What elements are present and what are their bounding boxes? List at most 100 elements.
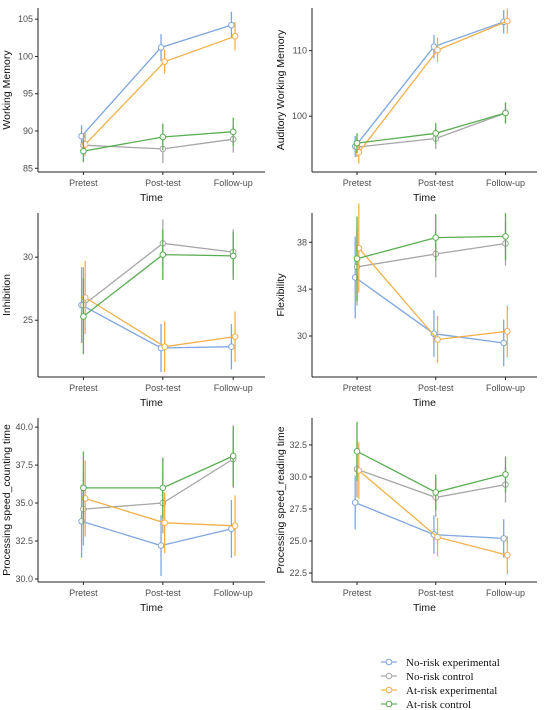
y-tick-label: 38 (297, 237, 307, 247)
data-point (500, 339, 508, 347)
x-tick-label: Post-test (145, 588, 181, 598)
x-tick-label: Follow-up (214, 178, 253, 188)
series-no-risk-experimental (78, 11, 235, 148)
x-axis-title: Time (413, 192, 436, 204)
data-point (502, 233, 509, 240)
series-at-risk-experimental (81, 460, 239, 557)
series-at-risk-experimental (81, 22, 239, 156)
y-axis-title: Processing speed_reading time (275, 426, 287, 573)
y-tick-label: 100 (18, 51, 33, 61)
data-point (231, 522, 239, 530)
y-axis-title: Flexibility (275, 273, 287, 317)
data-point (434, 46, 441, 54)
data-point (228, 21, 235, 29)
data-point (502, 109, 509, 117)
y-tick-label: 22.5 (289, 568, 307, 578)
series-no-risk-control (80, 125, 237, 164)
x-tick-label: Follow-up (214, 383, 253, 393)
series-line (354, 501, 504, 540)
y-tick-label: 34 (297, 284, 307, 294)
panel-inhibition: 25 30 Pretest Post-test Follow-up Time Inhibit… (1, 213, 265, 409)
y-tick-label: 110 (293, 46, 307, 56)
series-line (83, 253, 234, 317)
series-line (356, 242, 506, 268)
series-no-risk-experimental (351, 236, 508, 367)
data-point (434, 336, 441, 343)
legend-entry-at-risk-experimental: At-risk experimental (381, 685, 497, 697)
data-point (504, 551, 511, 559)
data-point (161, 519, 168, 527)
series-at-risk-experimental (81, 260, 239, 372)
data-point (159, 133, 167, 141)
data-point (430, 330, 438, 337)
x-tick-label: Pretest (343, 588, 372, 598)
series-at-risk-control (353, 213, 509, 301)
series-at-risk-control (80, 425, 237, 525)
data-point (231, 33, 239, 40)
y-tick-label: 30 (23, 252, 33, 262)
series-line (84, 35, 236, 145)
legend-key-marker (385, 686, 393, 694)
panel-processing-speed-counting-time: 30.0 32.5 35.0 37.5 40.0 Pretest Post-test Foll… (1, 418, 265, 614)
data-point (157, 44, 165, 51)
legend-entry-at-risk-control: At-risk control (381, 699, 471, 710)
data-point (159, 484, 167, 492)
series-at-risk-experimental (355, 8, 511, 164)
legend-key-marker (385, 700, 393, 708)
data-point (80, 147, 87, 155)
y-tick-label: 32.5 (289, 440, 307, 450)
panel-working-memory: 85 90 95 100 105 Pretest Post-test Follow-up Tim… (1, 8, 265, 204)
data-point (353, 139, 361, 147)
x-axis-title: Time (413, 397, 436, 409)
x-tick-label: Post-test (145, 383, 181, 393)
series-line (356, 468, 506, 499)
y-tick-label: 25.0 (289, 536, 307, 546)
series-at-risk-control (80, 117, 237, 163)
series-line (356, 450, 506, 493)
data-point (353, 255, 361, 262)
x-axis-title: Time (140, 602, 163, 614)
data-point (161, 58, 168, 65)
series-at-risk-control (353, 421, 509, 511)
y-axis-title: Processing speed_counting time (1, 424, 13, 576)
x-axis-title: Time (140, 192, 163, 204)
series-no-risk-control (353, 102, 509, 157)
data-point (159, 251, 167, 258)
data-point (351, 499, 359, 506)
series-line (358, 247, 508, 341)
y-axis-title: Inhibition (1, 274, 13, 316)
x-axis-title: Time (140, 397, 163, 409)
legend-key-marker (385, 658, 393, 666)
x-tick-label: Post-test (418, 383, 454, 393)
y-tick-label: 25 (23, 315, 33, 325)
panel-flexibility: 30 34 38 Pretest Post-test Follow-up Time Flexi… (275, 203, 537, 409)
y-tick-label: 30.0 (15, 574, 33, 584)
series-at-risk-control (353, 102, 509, 153)
data-point (434, 533, 441, 541)
y-tick-label: 90 (23, 126, 33, 136)
series-line (81, 24, 232, 137)
data-point (502, 471, 509, 478)
series-no-risk-experimental (78, 267, 235, 372)
series-no-risk-control (353, 441, 509, 517)
data-point (432, 489, 440, 496)
series-line (83, 242, 234, 306)
series-line (356, 112, 506, 148)
panel-processing-speed-reading-time: 22.5 25.0 27.5 30.0 32.5 Pretest Post-test Foll… (275, 418, 537, 614)
data-point (504, 17, 511, 25)
x-tick-label: Pretest (343, 383, 372, 393)
x-tick-label: Post-test (418, 178, 454, 188)
x-tick-label: Follow-up (486, 178, 525, 188)
series-no-risk-experimental (78, 484, 235, 576)
y-tick-label: 37.5 (15, 460, 33, 470)
data-point (229, 252, 237, 260)
y-tick-label: 32.5 (15, 536, 33, 546)
series-line (84, 296, 236, 348)
series-at-risk-control (80, 229, 237, 355)
x-axis-title: Time (413, 602, 436, 614)
y-tick-label: 85 (23, 163, 33, 173)
series-no-risk-experimental (351, 475, 508, 558)
x-tick-label: Pretest (343, 178, 372, 188)
data-point (161, 343, 168, 351)
